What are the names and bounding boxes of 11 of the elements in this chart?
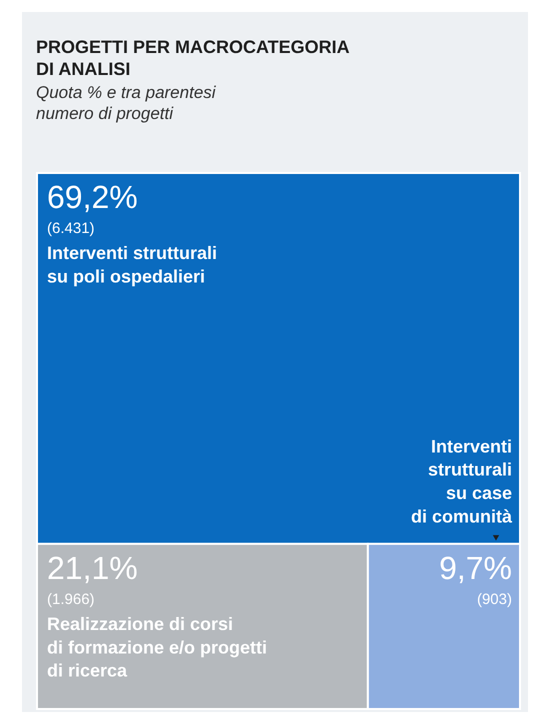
data-label: 9,7% [439,550,512,586]
text: (6.431) [47,220,95,237]
text: Quota % e tra parentesi numero di progetti [36,82,217,124]
text: (903) [476,590,512,608]
category-label: Interventi strutturali su case di comunità [410,436,513,527]
data-label: 21,1% [47,550,138,586]
category-label: Interventi strutturali su poli ospedalieri [47,243,218,286]
text: (1.966) [47,590,95,608]
data-label: 69,2% [47,179,138,215]
text: PROGETTI PER MACROCATEGORIA DI ANALISI [36,36,350,80]
category-label: Realizzazione di corsi di formazione e/o progetti di ricerca [47,614,268,681]
